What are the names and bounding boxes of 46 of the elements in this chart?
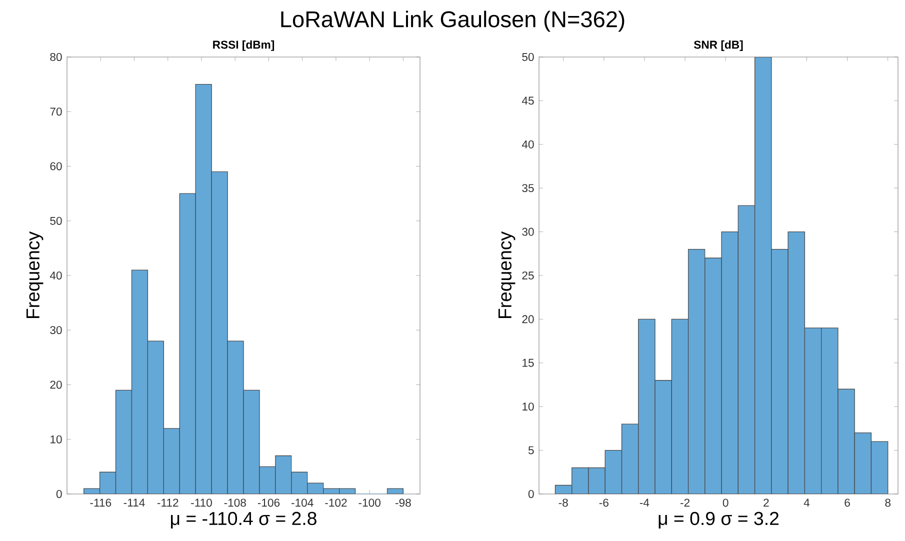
x-tick-label: -112 [157, 498, 178, 507]
x-tick-label: -8 [558, 498, 568, 507]
y-tick-label: 5 [528, 446, 534, 454]
x-tick-label: 0 [722, 498, 728, 507]
chart-title: SNR [dB] [694, 40, 743, 51]
y-tick-label: 20 [522, 315, 534, 324]
x-axis-title: μ = -110.4 σ = 2.8 [171, 512, 316, 528]
y-tick-label: 40 [50, 271, 62, 280]
y-tick-label: 60 [50, 162, 62, 170]
chart-title: RSSI [dBm] [213, 40, 274, 51]
y-tick-label: 10 [522, 402, 534, 411]
y-tick-label: 30 [522, 228, 534, 236]
x-axis-title: μ = 0.9 σ = 3.2 [658, 512, 779, 528]
x-tick-label: 8 [885, 498, 891, 507]
y-tick-label: 45 [522, 96, 534, 105]
y-tick-label: 50 [522, 52, 534, 61]
y-tick-label: 0 [528, 490, 534, 498]
text: LoRaWAN Link Gaulosen (N=362) [281, 10, 624, 32]
y-tick-label: 40 [522, 140, 534, 148]
y-tick-label: 70 [50, 108, 62, 116]
y-tick-label: 0 [56, 490, 62, 498]
x-tick-label: -110 [191, 498, 212, 507]
x-tick-label: -102 [325, 498, 347, 507]
x-tick-label: -114 [124, 498, 145, 506]
x-tick-label: 2 [764, 498, 769, 507]
y-axis-title: Frequency [498, 231, 516, 318]
x-tick-label: -100 [358, 498, 380, 507]
x-tick-label: -108 [224, 498, 246, 507]
y-axis-title: Frequency [26, 231, 44, 318]
x-tick-label: -104 [292, 498, 314, 507]
y-tick-label: 20 [50, 380, 62, 389]
x-tick-label: -106 [258, 498, 280, 507]
x-tick-label: -2 [680, 498, 690, 507]
x-tick-label: 4 [804, 498, 810, 506]
x-tick-label: -4 [640, 498, 650, 506]
x-tick-label: -6 [599, 498, 608, 507]
x-tick-label: -98 [396, 498, 411, 507]
y-tick-label: 30 [50, 326, 62, 334]
y-tick-label: 35 [522, 184, 534, 192]
y-tick-label: 50 [50, 216, 62, 225]
y-tick-label: 15 [522, 358, 534, 367]
y-tick-label: 25 [522, 271, 534, 280]
y-tick-label: 80 [50, 52, 62, 61]
x-tick-label: -116 [90, 498, 112, 507]
y-tick-label: 10 [50, 435, 62, 444]
x-tick-label: 6 [844, 498, 850, 507]
